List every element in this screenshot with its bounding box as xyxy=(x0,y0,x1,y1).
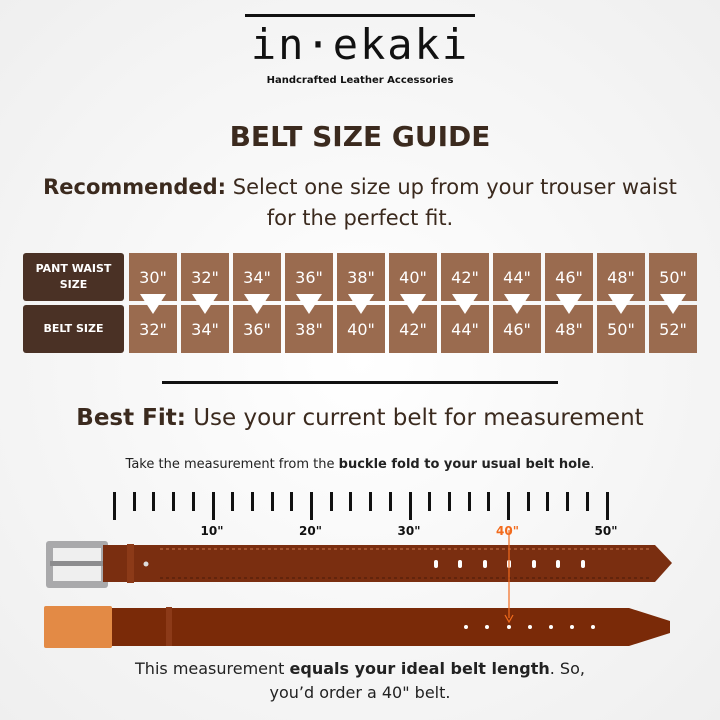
ruler-label: 20" xyxy=(299,524,322,538)
belt-size-cell: 48" xyxy=(545,305,593,353)
ruler-tick xyxy=(191,492,195,511)
ruler-tick xyxy=(329,492,333,511)
ruler-tick xyxy=(132,492,136,511)
pant-size-cell: 46" xyxy=(545,253,593,301)
conclusion-suffix: . So, xyxy=(549,659,585,678)
ruler-tick xyxy=(546,492,550,511)
arrow-down-icon xyxy=(452,294,478,314)
instruction-prefix: Take the measurement from the xyxy=(125,457,339,472)
ruler-tick xyxy=(231,492,235,511)
buckle-plate xyxy=(44,606,112,648)
ruler-tick xyxy=(487,492,491,511)
instruction-bold: buckle fold to your usual belt hole xyxy=(338,457,591,472)
arrow-down-icon xyxy=(348,294,374,314)
arrow-down-icon xyxy=(244,294,270,314)
instruction-suffix: . xyxy=(590,457,595,472)
ruler-tick xyxy=(428,492,432,511)
ruler-tick xyxy=(388,492,392,511)
recommended-text: Select one size up from your trouser wai… xyxy=(232,175,677,230)
ruler-tick xyxy=(250,492,254,511)
ruler-tick xyxy=(447,492,451,511)
ruler-tick xyxy=(152,492,156,511)
recommendation: Recommended: Select one size up from you… xyxy=(40,172,680,234)
brand-logo: in·ekaki Handcrafted Leather Accessories xyxy=(0,14,720,86)
tagline: Handcrafted Leather Accessories xyxy=(266,75,454,86)
best-fit-heading: Best Fit: Use your current belt for meas… xyxy=(0,405,720,431)
belt-top xyxy=(103,545,672,582)
conclusion: This measurement equals your ideal belt … xyxy=(0,657,720,705)
arrow-down-icon xyxy=(608,294,634,314)
ruler-tick xyxy=(172,492,176,511)
ruler-tick xyxy=(113,492,116,520)
arrow-down-icon xyxy=(660,294,686,314)
ruler-label: 30" xyxy=(397,524,421,538)
belt-loop xyxy=(166,607,172,646)
ruler-tick xyxy=(408,492,412,520)
recommended-label: Recommended: xyxy=(43,175,227,199)
ruler-tick xyxy=(605,492,609,520)
arrow-down-icon xyxy=(296,294,322,314)
ruler-label: 50" xyxy=(594,524,618,538)
belt-holes-bottom xyxy=(464,625,595,629)
ruler-label: 40" xyxy=(496,524,519,538)
arrow-icon xyxy=(504,614,514,624)
ruler-tick xyxy=(467,492,471,511)
pant-size-cell: 34" xyxy=(233,253,281,301)
best-fit-label: Best Fit: xyxy=(76,405,186,431)
pant-size-cell: 44" xyxy=(493,253,541,301)
logo-text: in·ekaki xyxy=(244,14,476,73)
ruler-tick xyxy=(507,492,510,520)
ruler-tick xyxy=(290,492,294,511)
pant-size-cell: 42" xyxy=(441,253,489,301)
conclusion-prefix: This measurement xyxy=(135,659,290,678)
pant-size-cell: 48" xyxy=(597,253,645,301)
instruction: Take the measurement from the buckle fol… xyxy=(0,457,720,472)
arrow-down-icon xyxy=(400,294,426,314)
ruler-label: 10" xyxy=(200,524,224,538)
arrow-down-icon xyxy=(556,294,582,314)
pant-size-cell: 38" xyxy=(337,253,385,301)
buckle-silver xyxy=(46,541,108,588)
belt-size-header: BELT SIZE xyxy=(23,305,124,353)
ruler-tick xyxy=(349,492,353,511)
conclusion-bold: equals your ideal belt length xyxy=(289,659,550,678)
pant-size-cell: 30" xyxy=(129,253,177,301)
ruler-tick xyxy=(270,492,274,511)
pant-size-cell: 50" xyxy=(649,253,697,301)
arrow-down-icon xyxy=(140,294,166,314)
page-title: BELT SIZE GUIDE xyxy=(229,120,491,153)
pant-waist-header: PANT WAIST SIZE xyxy=(23,253,124,301)
pant-size-cell: 40" xyxy=(389,253,437,301)
best-fit-text: Use your current belt for measurement xyxy=(193,405,644,431)
arrow-down-icon xyxy=(192,294,218,314)
ruler-tick xyxy=(310,492,313,520)
belt-loop xyxy=(127,544,134,583)
size-table: PANT WAIST SIZE BELT SIZE 30" 32" 32" 34" 34… xyxy=(23,253,720,353)
ruler-tick xyxy=(566,492,570,511)
ruler-tick xyxy=(585,492,589,511)
belt-bottom xyxy=(112,608,670,646)
rivet xyxy=(143,561,149,567)
conclusion-line2: you’d order a 40" belt. xyxy=(269,683,451,702)
arrow-down-icon xyxy=(504,294,530,314)
ruler-tick xyxy=(526,492,530,511)
ruler-tick xyxy=(369,492,373,511)
belt-illustration xyxy=(44,530,672,648)
ruler-tick xyxy=(211,492,215,520)
divider xyxy=(162,381,558,384)
pant-size-cell: 32" xyxy=(181,253,229,301)
pant-size-cell: 36" xyxy=(285,253,333,301)
